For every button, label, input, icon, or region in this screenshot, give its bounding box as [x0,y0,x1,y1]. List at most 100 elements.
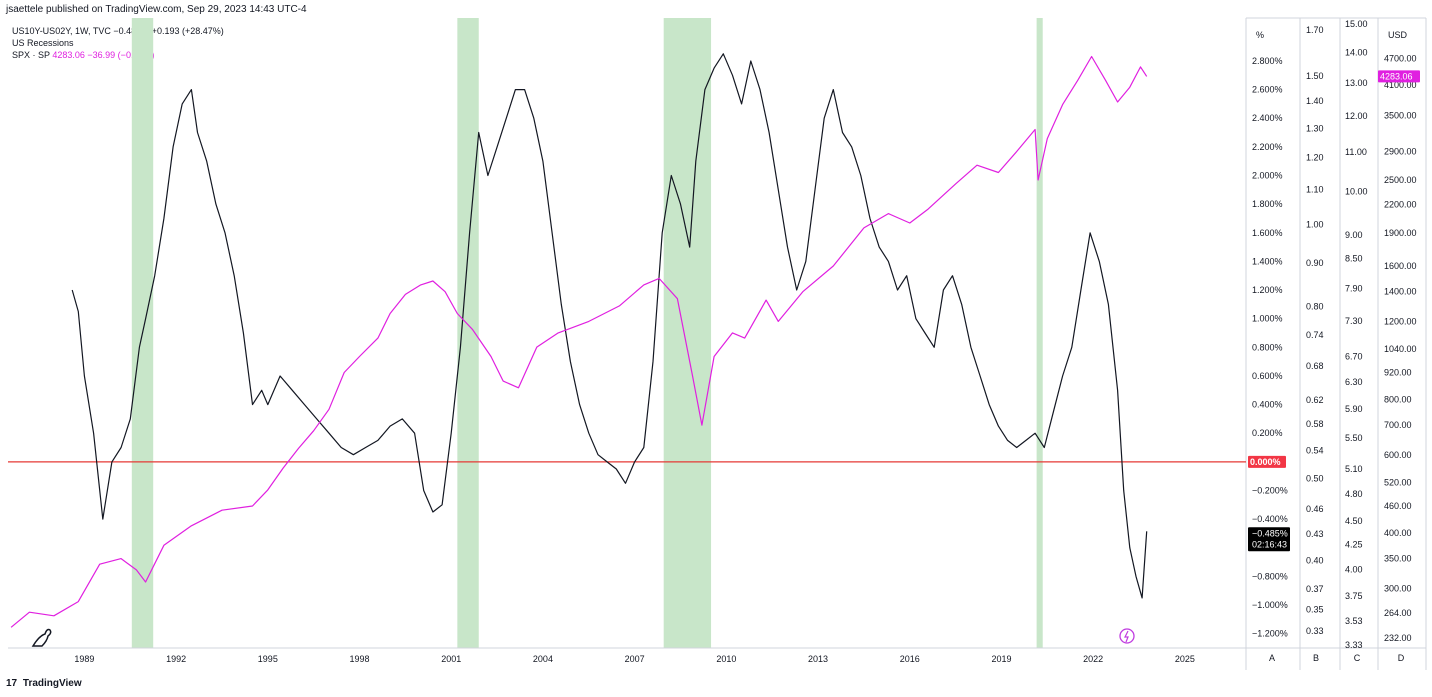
countdown-label: 02:16:43 [1252,539,1287,549]
scale-a-label: 2.200% [1252,142,1283,152]
legend-spread-name: US10Y-US02Y, 1W, TVC [12,26,111,36]
scale-a-label: 1.800% [1252,199,1283,209]
dino-icon [31,628,52,647]
scale-c-label: 7.30 [1345,316,1363,326]
scale-c-label: 12.00 [1345,111,1368,121]
x-tick-label-2001: 2001 [441,654,461,664]
scale-a-label: 2.000% [1252,171,1283,181]
legend-spx-values: 4283.06 −36.99 (−0.86%) [52,50,155,60]
scale-d-unit: USD [1388,30,1408,40]
scale-c-label: 3.53 [1345,616,1363,626]
scale-c-label: 6.30 [1345,377,1363,387]
scale-c-label: 3.75 [1345,591,1363,601]
scale-b-label: 0.33 [1306,626,1324,636]
scale-b-label: 1.10 [1306,185,1324,195]
scale-c-label: 11.00 [1345,147,1367,157]
x-tick-label-2013: 2013 [808,654,828,664]
scale-d-label: 1600.00 [1384,261,1417,271]
pane-letter-C: C [1354,653,1361,663]
x-tick-label-1995: 1995 [258,654,278,664]
x-tick-label-2010: 2010 [716,654,736,664]
scale-a-label: 0.800% [1252,342,1283,352]
footer-brand-label: TradingView [22,678,82,689]
scale-b-label: 0.68 [1306,361,1324,371]
x-tick-label-2022: 2022 [1083,654,1103,664]
legend-spread-values: −0.485% +0.193 (+28.47%) [113,26,224,36]
pane-letter-D: D [1398,653,1405,663]
scale-b-label: 0.43 [1306,529,1324,539]
scale-b-label: 1.20 [1306,153,1324,163]
scale-b-label: 0.35 [1306,604,1324,614]
scale-a-label: 2.400% [1252,113,1283,123]
scale-d-label: 300.00 [1384,583,1412,593]
scale-a-label: 1.400% [1252,256,1283,266]
scale-a-label: −0.200% [1252,486,1288,496]
scale-a-unit: % [1256,30,1264,40]
x-tick-label-1992: 1992 [166,654,186,664]
scale-c-label: 15.00 [1345,19,1368,29]
scale-d-label: 920.00 [1384,368,1412,378]
scale-a-label: −1.200% [1252,629,1288,639]
tradingview-logo-icon: 17 [6,678,18,689]
scale-a-label: 0.600% [1252,371,1283,381]
pane-letter-A: A [1269,653,1275,663]
scale-d-label: 264.00 [1384,608,1412,618]
scale-b-label: 1.00 [1306,220,1324,230]
recession-band-3 [1036,18,1043,648]
x-tick-label-1989: 1989 [74,654,94,664]
scale-d-label: 3500.00 [1384,110,1417,120]
scale-b-label: 0.50 [1306,474,1324,484]
footer-brand[interactable]: 17 TradingView [6,678,82,689]
legend-recessions[interactable]: US Recessions [12,38,74,48]
scale-d-label: 400.00 [1384,528,1412,538]
scale-d-label: 350.00 [1384,554,1412,564]
scale-b-label: 0.90 [1306,258,1324,268]
series-line-spx [10,55,1148,628]
scale-a-label: 1.600% [1252,228,1283,238]
scale-d-label: 1900.00 [1384,228,1417,238]
scale-b-label: 1.40 [1306,96,1324,106]
scale-a-label: −1.000% [1252,600,1288,610]
legend-spx[interactable]: SPX · SP 4283.06 −36.99 (−0.86%) [12,49,224,61]
legend-spread[interactable]: US10Y-US02Y, 1W, TVC −0.485% +0.193 (+28… [12,25,224,37]
scale-c-label: 6.70 [1345,352,1363,362]
legend-spx-name: SPX · SP [12,50,50,60]
scale-c-label: 10.00 [1345,186,1368,196]
publish-header: jsaettele published on TradingView.com, … [6,4,307,15]
scale-b-label: 0.74 [1306,330,1324,340]
scale-c-label: 4.50 [1345,516,1363,526]
last-value-label: −0.485% [1252,528,1288,538]
scale-d-label: 2900.00 [1384,146,1417,156]
scale-a-label: 0.400% [1252,400,1283,410]
scale-c-label: 4.80 [1345,489,1363,499]
scale-c-label: 7.90 [1345,284,1363,294]
scale-c-label: 8.50 [1345,253,1363,263]
lightning-icon-bolt [1124,630,1129,643]
recession-band-2 [663,18,712,648]
x-tick-label-2004: 2004 [533,654,553,664]
scale-a-label: 2.600% [1252,85,1283,95]
scale-c-label: 3.33 [1345,640,1363,650]
scale-c-label: 14.00 [1345,47,1368,57]
scale-a-label: 0.200% [1252,428,1283,438]
scale-c-label: 13.00 [1345,78,1368,88]
scale-b-label: 1.50 [1306,71,1324,81]
scale-d-label: 1040.00 [1384,344,1417,354]
scale-d-label: 800.00 [1384,394,1412,404]
scale-a-label: −0.800% [1252,571,1288,581]
scale-c-label: 4.25 [1345,539,1363,549]
chart-legend: US10Y-US02Y, 1W, TVC −0.485% +0.193 (+28… [12,25,224,61]
scale-b-label: 1.30 [1306,123,1324,133]
recession-band-1 [457,18,479,648]
scale-a-label: −0.400% [1252,514,1288,524]
x-tick-label-2025: 2025 [1175,654,1195,664]
scale-b-label: 0.62 [1306,395,1324,405]
scale-b-label: 0.40 [1306,555,1324,565]
scale-d-label: 600.00 [1384,450,1412,460]
scale-d-label: 2500.00 [1384,175,1417,185]
x-tick-label-2016: 2016 [900,654,920,664]
spx-price-label: 4283.06 [1380,71,1413,81]
pane-letter-B: B [1313,653,1319,663]
scale-c-label: 5.50 [1345,433,1363,443]
